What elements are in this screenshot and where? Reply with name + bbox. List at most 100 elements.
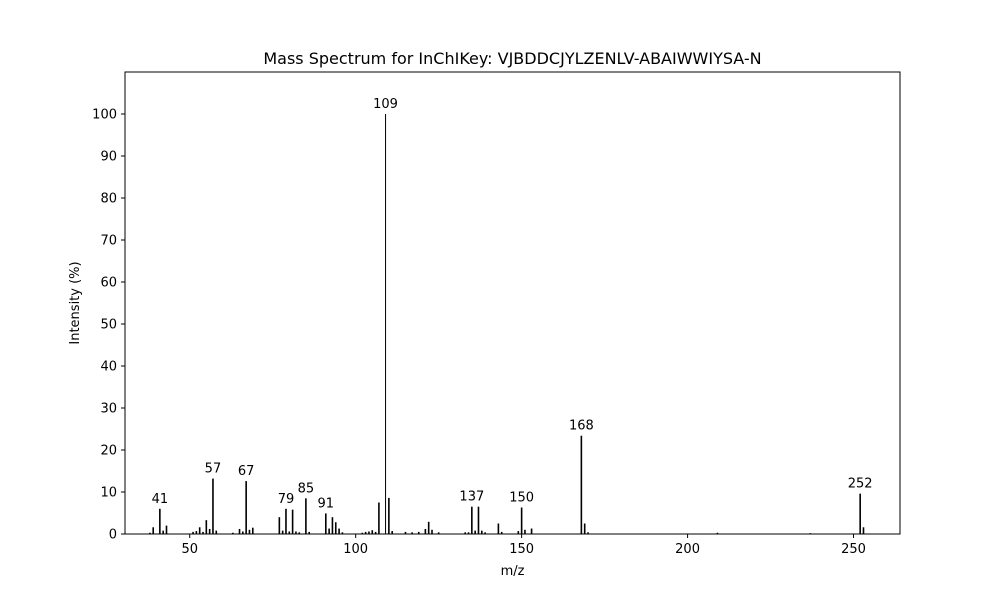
peak-bar-66: [242, 531, 244, 534]
plot-frame: [124, 71, 901, 535]
peak-bar-102: [361, 532, 364, 534]
chart-title: Mass Spectrum for InChIKey: VJBDDCJYLZEN…: [263, 49, 761, 68]
peak-bar-149: [517, 531, 520, 534]
peak-bar-170: [587, 532, 589, 534]
peak-bar-91: [325, 513, 327, 534]
x-axis-title: m/z: [501, 564, 525, 579]
y-tick-label-0: 0: [109, 528, 117, 543]
peak-bar-93: [331, 517, 334, 534]
y-tick-label-70: 70: [100, 234, 117, 249]
peak-bar-96: [341, 532, 344, 534]
peak-bar-51: [192, 531, 194, 534]
peak-bar-134: [467, 532, 470, 534]
y-tick-label-90: 90: [100, 150, 117, 165]
peak-label-252: 252: [848, 477, 873, 492]
y-tick-label-100: 100: [92, 108, 117, 123]
x-tick-label-200: 200: [675, 542, 700, 557]
peak-bar-77: [278, 517, 281, 534]
peak-bar-78: [281, 530, 284, 534]
peak-label-150: 150: [509, 491, 534, 506]
peak-bar-39: [152, 527, 155, 534]
peak-label-67: 67: [238, 464, 255, 479]
peak-bar-139: [484, 532, 486, 534]
peak-bar-95: [338, 528, 340, 534]
peak-bar-65: [238, 528, 241, 534]
peak-bar-106: [374, 531, 377, 534]
peak-bar-86: [308, 531, 311, 534]
peak-bar-103: [364, 531, 367, 534]
peak-bar-54: [202, 531, 204, 534]
peak-label-109: 109: [373, 97, 398, 112]
peak-bar-252: [859, 493, 861, 534]
peak-bar-69: [251, 527, 254, 534]
x-tick-label-250: 250: [841, 542, 866, 557]
y-tick-label-50: 50: [100, 318, 117, 333]
peak-label-168: 168: [569, 419, 594, 434]
peak-bar-42: [162, 530, 164, 534]
peak-bar-133: [464, 532, 466, 534]
peak-bar-150: [520, 507, 523, 534]
peak-bar-94: [334, 522, 337, 534]
peak-bar-79: [285, 508, 287, 534]
x-tick-label-100: 100: [343, 542, 368, 557]
peak-bar-83: [298, 532, 301, 534]
x-tick-label-150: 150: [509, 542, 534, 557]
peak-bar-209: [716, 532, 719, 534]
peak-bar-80: [288, 531, 291, 534]
peak-bar-43: [165, 525, 168, 534]
peak-bar-55: [205, 520, 208, 534]
peak-bar-151: [524, 529, 526, 534]
y-tick-label-40: 40: [100, 360, 117, 375]
peak-label-57: 57: [205, 462, 222, 477]
peak-bar-136: [474, 530, 476, 534]
peak-label-41: 41: [152, 492, 169, 507]
peak-bar-135: [471, 506, 473, 534]
peak-bar-53: [198, 527, 201, 534]
peak-bar-111: [391, 531, 393, 534]
peak-bar-253: [862, 527, 865, 534]
peak-bar-109: [385, 114, 387, 534]
axes-layer: 50 100 150 200 250 0 10 20 30 40 50 60 70 80 90 100: [92, 108, 866, 558]
peak-bar-117: [411, 532, 413, 534]
y-tick-label-60: 60: [100, 276, 117, 291]
peak-bar-168: [580, 435, 583, 534]
y-tick-label-80: 80: [100, 192, 117, 207]
peak-label-79: 79: [278, 492, 295, 507]
peak-bar-122: [427, 521, 430, 534]
y-tick-label-30: 30: [100, 402, 117, 417]
peak-bar-41: [159, 508, 161, 534]
peak-bar-119: [417, 531, 420, 534]
peak-bar-52: [195, 531, 198, 534]
peak-bar-107: [378, 502, 380, 534]
peak-bar-81: [291, 509, 294, 534]
peak-bar-169: [583, 523, 586, 534]
peak-bar-57: [212, 478, 214, 534]
peak-bar-153: [530, 528, 533, 534]
peak-bar-115: [404, 531, 407, 534]
peak-bar-38: [149, 532, 151, 534]
bars-layer: [149, 114, 865, 534]
y-tick-label-10: 10: [100, 486, 117, 501]
peak-bar-110: [388, 497, 390, 534]
peak-bar-104: [368, 531, 370, 534]
peak-bar-58: [215, 530, 218, 534]
peak-bar-82: [295, 531, 297, 534]
peak-bar-137: [477, 506, 480, 534]
peak-bar-123: [431, 529, 433, 534]
peak-bar-85: [305, 498, 307, 534]
peak-bar-56: [208, 528, 211, 534]
peak-bar-63: [232, 532, 234, 534]
peak-bar-125: [437, 532, 440, 534]
peak-bar-67: [245, 481, 247, 534]
y-axis-title: Intensity (%): [68, 261, 83, 344]
x-tick-label-50: 50: [181, 542, 198, 557]
peak-bar-121: [424, 528, 427, 534]
peak-bar-144: [500, 531, 503, 534]
peak-bar-143: [497, 523, 500, 534]
peak-label-91: 91: [318, 496, 335, 511]
y-tick-label-20: 20: [100, 444, 117, 459]
peak-bar-68: [248, 529, 251, 534]
